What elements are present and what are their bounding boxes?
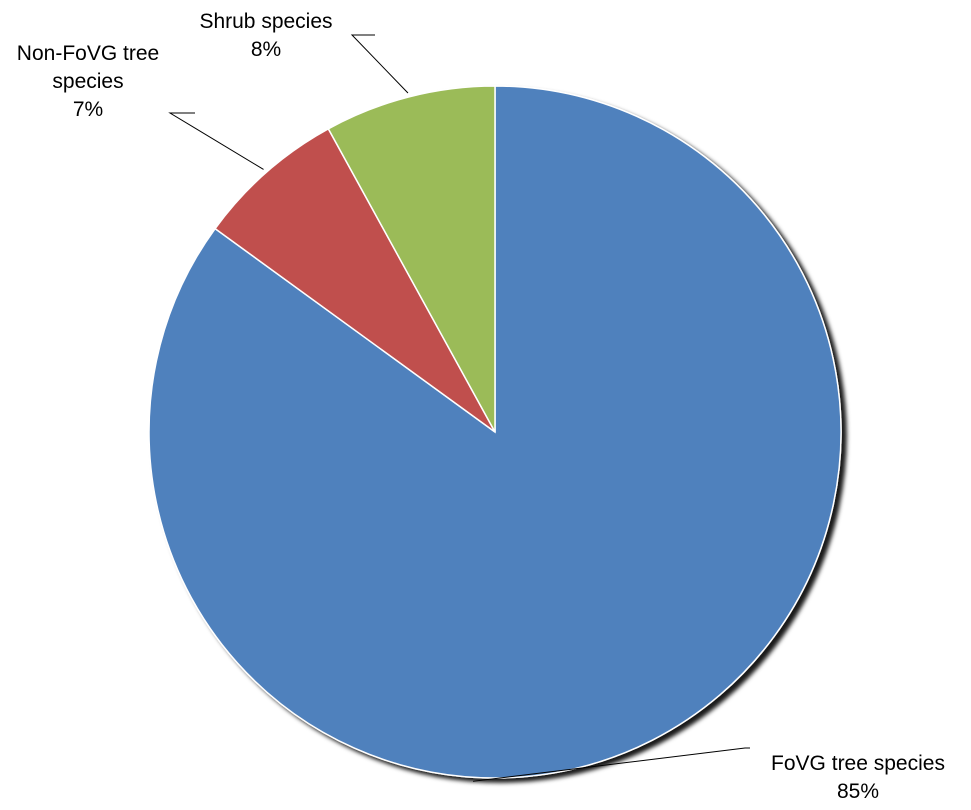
slice-name-label: Non-FoVG tree	[17, 42, 159, 65]
leader-line	[472, 747, 750, 782]
leader-lines	[168, 34, 750, 782]
slice-label: FoVG tree species 85%	[771, 752, 945, 803]
slice-label: Shrub species 8%	[199, 10, 332, 61]
slice-value-label: 85%	[837, 780, 879, 803]
pie-slice-shrub-species	[327, 85, 496, 433]
slice-name-label: species	[52, 70, 123, 93]
leader-line	[350, 34, 409, 94]
slice-label: Non-FoVG tree species 7%	[17, 42, 159, 121]
pie-slices	[148, 85, 842, 779]
leader-line	[168, 112, 264, 170]
slice-labels: FoVG tree species 85% Non-FoVG tree species…	[17, 10, 945, 803]
slice-name-label: FoVG tree species	[771, 752, 945, 775]
slice-value-label: 8%	[251, 38, 281, 61]
pie-slice-fovg-tree-species	[148, 85, 842, 779]
pie-slice-non-fovg-tree-species	[214, 127, 496, 433]
slice-name-label: Shrub species	[199, 10, 332, 33]
slice-value-label: 7%	[73, 98, 103, 121]
